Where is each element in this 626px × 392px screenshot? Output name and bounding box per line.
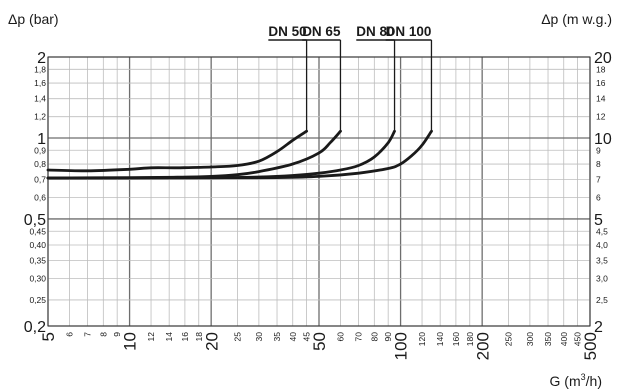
left-major-tick-label: 1 xyxy=(37,131,46,148)
left-minor-tick-label: 0,9 xyxy=(34,145,46,155)
left-minor-tick-label: 0,6 xyxy=(34,193,46,203)
series-label-dn-50: DN 50 xyxy=(268,24,306,39)
series-label-dn-80: DN 80 xyxy=(356,24,394,39)
x-axis-label-end: /h) xyxy=(586,373,602,389)
x-minor-tick-label: 90 xyxy=(383,332,393,342)
series-line-dn-100 xyxy=(46,129,433,180)
x-minor-tick-label: 70 xyxy=(354,332,364,342)
left-minor-tick-label: 0,8 xyxy=(34,159,46,169)
right-minor-tick-label: 3,5 xyxy=(596,256,608,266)
x-axis-label: G (m3/h) xyxy=(550,372,602,389)
x-major-tick-label: 500 xyxy=(581,332,600,360)
x-major-tick-label: 5 xyxy=(39,332,58,341)
x-minor-tick-label: 80 xyxy=(369,332,379,342)
left-major-tick-label: 2 xyxy=(37,50,46,67)
right-major-tick-label: 20 xyxy=(594,50,612,67)
left-minor-tick-label: 0,45 xyxy=(29,226,46,236)
x-axis-label-main: G (m xyxy=(550,373,581,389)
x-minor-tick-label: 400 xyxy=(559,332,569,346)
right-major-tick-label: 5 xyxy=(594,212,603,229)
right-minor-tick-label: 7 xyxy=(596,175,601,185)
left-minor-tick-label: 0,40 xyxy=(29,240,46,250)
x-axis-label-sup: 3 xyxy=(581,372,586,382)
x-minor-tick-label: 350 xyxy=(543,332,553,346)
x-minor-tick-label: 60 xyxy=(336,332,346,342)
x-minor-tick-label: 25 xyxy=(232,332,242,342)
left-minor-tick-label: 0,25 xyxy=(29,295,46,305)
x-minor-tick-label: 160 xyxy=(451,332,461,346)
right-minor-tick-label: 14 xyxy=(596,94,606,104)
left-major-tick-label: 0,5 xyxy=(24,212,46,229)
left-minor-tick-label: 1,4 xyxy=(34,94,46,104)
x-major-tick-label: 100 xyxy=(392,332,411,360)
x-minor-tick-label: 18 xyxy=(194,332,204,342)
x-minor-tick-label: 14 xyxy=(164,332,174,342)
left-minor-tick-label: 0,35 xyxy=(29,256,46,266)
x-minor-tick-label: 7 xyxy=(83,332,93,337)
right-minor-tick-label: 12 xyxy=(596,112,606,122)
x-minor-tick-label: 16 xyxy=(180,332,190,342)
left-minor-tick-label: 1,6 xyxy=(34,78,46,88)
x-major-tick-label: 10 xyxy=(121,332,140,351)
series-label-dn-100: DN 100 xyxy=(386,24,432,39)
right-minor-tick-label: 6 xyxy=(596,193,601,203)
x-major-tick-label: 20 xyxy=(202,332,221,351)
right-minor-tick-label: 9 xyxy=(596,145,601,155)
plot-frame xyxy=(47,56,591,327)
left-minor-tick-label: 0,7 xyxy=(34,175,46,185)
right-axis-label: Δp (m w.g.) xyxy=(541,11,612,27)
x-minor-tick-label: 450 xyxy=(573,332,583,346)
x-minor-tick-label: 45 xyxy=(302,332,312,342)
x-major-tick-label: 50 xyxy=(310,332,329,351)
right-major-tick-label: 10 xyxy=(594,131,612,148)
left-minor-tick-label: 1,2 xyxy=(34,112,46,122)
x-minor-tick-label: 9 xyxy=(112,332,122,337)
x-minor-tick-label: 8 xyxy=(98,332,108,337)
right-minor-tick-label: 4,5 xyxy=(596,226,608,236)
left-major-tick-label: 0,2 xyxy=(24,319,46,336)
right-minor-tick-label: 16 xyxy=(596,78,606,88)
x-minor-tick-label: 300 xyxy=(525,332,535,346)
left-minor-tick-label: 1,8 xyxy=(34,64,46,74)
right-minor-tick-label: 3,0 xyxy=(596,274,608,284)
x-minor-tick-label: 12 xyxy=(146,332,156,342)
x-minor-tick-label: 120 xyxy=(417,332,427,346)
right-minor-tick-label: 8 xyxy=(596,159,601,169)
series-label-dn-65: DN 65 xyxy=(302,24,341,39)
right-minor-tick-label: 2,5 xyxy=(596,295,608,305)
x-minor-tick-label: 6 xyxy=(65,332,75,337)
right-major-tick-label: 2 xyxy=(594,319,603,336)
grid xyxy=(47,56,591,327)
x-major-tick-label: 200 xyxy=(473,332,492,360)
left-axis-label: Δp (bar) xyxy=(8,11,59,27)
x-minor-tick-label: 40 xyxy=(288,332,298,342)
right-minor-tick-label: 4,0 xyxy=(596,240,608,250)
x-minor-tick-label: 35 xyxy=(272,332,282,342)
left-minor-tick-label: 0,30 xyxy=(29,274,46,284)
x-minor-tick-label: 140 xyxy=(435,332,445,346)
x-minor-tick-label: 180 xyxy=(465,332,475,346)
right-minor-tick-label: 18 xyxy=(596,64,606,74)
x-minor-tick-label: 250 xyxy=(503,332,513,346)
x-minor-tick-label: 30 xyxy=(254,332,264,342)
series-line-dn-50 xyxy=(46,129,308,173)
